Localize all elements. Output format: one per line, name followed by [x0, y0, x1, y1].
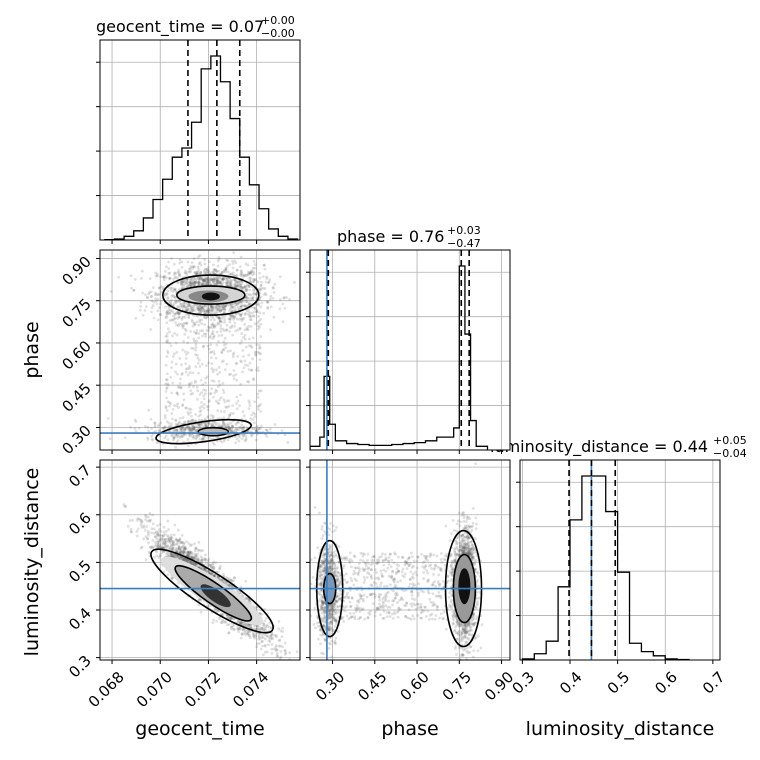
panel-content: [310, 460, 510, 660]
y-tick-label: 0.45: [58, 379, 94, 415]
y-axis-label-luminosity-distance: luminosity_distance: [21, 468, 43, 657]
panel-content: [520, 460, 720, 660]
y-tick-label: 0.75: [58, 295, 94, 331]
x-tick-label: 0.45: [354, 668, 390, 704]
title-luminosity-distance-minus: −0.04: [713, 447, 747, 460]
x-axis-label-luminosity-distance: luminosity_distance: [526, 718, 715, 740]
panel-phase-vs-geocent-time: 0.30 0.45 0.60 0.75 0.90: [58, 249, 301, 458]
x-tick-label: 0.60: [396, 668, 432, 704]
x-tick-label: 0.4: [556, 668, 586, 698]
contour-line: [197, 426, 230, 437]
contour-line: [176, 285, 246, 305]
panel-border: [519, 459, 721, 661]
x-tick-label: 0.068: [85, 668, 128, 711]
panel-content: [100, 460, 300, 660]
panel-content: [310, 250, 510, 450]
hist-panel-geocent-time: [96, 39, 301, 244]
panel-luminosity-distance-vs-phase: 0.30 0.45 0.60 0.75 0.90: [306, 459, 517, 704]
contour-line: [162, 274, 260, 316]
x-tick-label: 0.75: [439, 668, 475, 704]
y-tick-label: 0.6: [65, 509, 95, 539]
contour-line: [155, 418, 252, 445]
y-tick-label: 0.7: [65, 461, 95, 491]
title-geocent-time: geocent_time = 0.07: [96, 17, 264, 37]
title-geocent-time-minus: −0.00: [261, 27, 295, 40]
x-tick-label: 0.30: [312, 668, 348, 704]
y-tick-label: 0.90: [58, 253, 94, 289]
panel-border: [99, 459, 301, 661]
panel-border: [99, 249, 301, 451]
density-fill: [200, 584, 231, 608]
panel-background: [520, 460, 720, 660]
panel-background: [100, 250, 300, 450]
histogram-steps: [310, 265, 489, 450]
x-tick-label: 0.90: [481, 668, 517, 704]
histogram-steps: [521, 475, 690, 660]
x-tick-label: 0.070: [133, 668, 176, 711]
panel-background: [100, 40, 300, 240]
title-phase-minus: −0.47: [447, 237, 481, 250]
contour-line: [150, 548, 274, 634]
panel-background: [310, 250, 510, 450]
hist-panel-phase: [306, 249, 511, 454]
panel-border: [309, 459, 511, 661]
title-geocent-time-plus: +0.00: [261, 14, 295, 27]
density-fill: [201, 292, 220, 301]
title-phase: phase = 0.76: [337, 227, 444, 246]
y-tick-label: 0.4: [65, 604, 95, 634]
x-tick-label: 0.6: [651, 668, 681, 698]
x-axis-label-phase: phase: [381, 718, 438, 740]
histogram-steps: [104, 55, 299, 240]
x-tick-label: 0.074: [229, 668, 272, 711]
panel-border: [99, 39, 301, 241]
y-tick-label: 0.5: [65, 556, 95, 586]
panel-background: [100, 460, 300, 660]
y-tick-label: 0.3: [65, 652, 95, 682]
x-axis-label-geocent-time: geocent_time: [135, 718, 264, 740]
hist-panel-luminosity-distance: 0.3 0.4 0.5 0.6 0.7: [509, 459, 729, 698]
panel-content: [100, 40, 300, 240]
contour-line: [174, 564, 253, 622]
title-luminosity-distance-plus: +0.05: [713, 434, 747, 447]
title-phase-plus: +0.03: [447, 224, 481, 237]
y-axis-label-phase: phase: [21, 321, 43, 378]
panel-border: [309, 249, 511, 451]
x-tick-label: 0.7: [699, 668, 729, 698]
y-tick-label: 0.30: [58, 422, 94, 458]
x-tick-label: 0.072: [181, 668, 224, 711]
x-tick-label: 0.5: [604, 668, 634, 698]
title-luminosity-distance: luminosity_distance = 0.44: [490, 437, 708, 457]
panel-luminosity-distance-vs-geocent-time: 0.068 0.070 0.072 0.074 0.3 0.4 0.5 0.6 0.7: [65, 459, 301, 711]
density-fill: [458, 568, 471, 605]
panel-content: [100, 250, 300, 450]
y-tick-label: 0.60: [58, 337, 94, 373]
